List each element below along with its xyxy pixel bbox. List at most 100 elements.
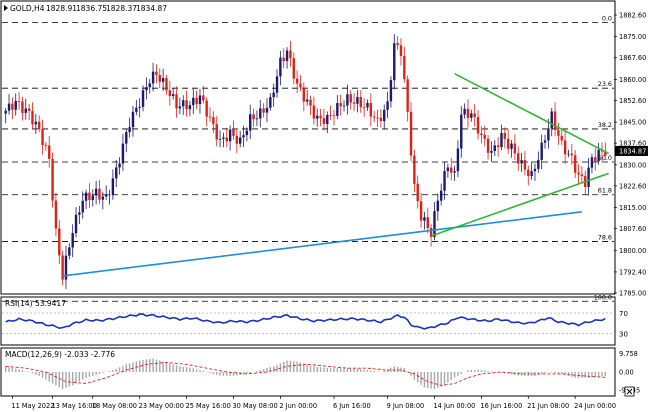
candle-body bbox=[302, 87, 306, 102]
last-price-tag: 1834.87 bbox=[615, 145, 648, 156]
price-tick-label: 1800.00 bbox=[619, 247, 646, 255]
candle-body bbox=[597, 149, 600, 162]
candle-body bbox=[4, 110, 7, 114]
candle-body bbox=[426, 217, 429, 229]
candle-body bbox=[61, 255, 64, 280]
price-tick-label: 1875.00 bbox=[619, 33, 646, 41]
candle-body bbox=[604, 151, 607, 156]
candle-body bbox=[282, 57, 285, 62]
candle-body bbox=[37, 121, 41, 130]
candle-body bbox=[222, 137, 225, 139]
candle-body bbox=[466, 108, 470, 118]
time-tick-label: 6 Jun 16:00 bbox=[333, 402, 371, 410]
candle-body bbox=[453, 171, 456, 173]
candle-body bbox=[356, 97, 359, 104]
time-tick-label: 18 May 08:00 bbox=[92, 402, 137, 410]
fib-level-label: 0.0 bbox=[602, 14, 612, 22]
candle-body bbox=[550, 111, 553, 129]
candle-body bbox=[429, 228, 433, 238]
candle-body bbox=[352, 102, 356, 104]
candle-body bbox=[88, 192, 91, 200]
candle-body bbox=[175, 94, 178, 109]
candle-body bbox=[543, 140, 547, 143]
candle-body bbox=[570, 153, 574, 156]
candle-body bbox=[456, 148, 460, 172]
candle-body bbox=[389, 80, 393, 102]
candle-body bbox=[299, 83, 302, 88]
close-window-icon[interactable] bbox=[624, 386, 635, 397]
candle-body bbox=[242, 135, 245, 138]
candle-body bbox=[195, 97, 198, 105]
candle-body bbox=[369, 102, 373, 117]
candle-body bbox=[7, 103, 11, 111]
candle-body bbox=[202, 95, 205, 101]
candle-body bbox=[443, 171, 446, 191]
candle-body bbox=[533, 168, 537, 172]
candle-body bbox=[510, 143, 513, 149]
candle-body bbox=[416, 183, 419, 202]
candle-body bbox=[208, 116, 212, 118]
candle-body bbox=[590, 157, 594, 168]
candle-body bbox=[322, 118, 326, 125]
candle-body bbox=[312, 105, 316, 119]
macd-panel-frame bbox=[0, 347, 616, 397]
candle-body bbox=[198, 95, 202, 105]
candle-body bbox=[419, 201, 423, 221]
candle-body bbox=[165, 78, 168, 91]
candle-body bbox=[272, 92, 275, 98]
candle-body bbox=[486, 138, 490, 153]
candle-body bbox=[490, 151, 493, 153]
time-tick-label: 9 Jun 08:00 bbox=[387, 402, 425, 410]
candle-body bbox=[255, 118, 259, 120]
time-tick-label: 14 Jun 00:00 bbox=[433, 402, 475, 410]
candle-body bbox=[275, 76, 279, 93]
candle-body bbox=[366, 102, 369, 108]
candle-body bbox=[450, 167, 453, 173]
price-tick-label: 1815.00 bbox=[619, 204, 646, 212]
candle-body bbox=[94, 188, 98, 196]
candle-body bbox=[319, 115, 322, 119]
candle-body bbox=[342, 105, 346, 107]
price-axis: 1882.60 1875.00 1867.60 1860.00 1852.60 1845.… bbox=[614, 12, 646, 298]
green-triangle-upper-line bbox=[454, 72, 610, 155]
candle-body bbox=[31, 111, 34, 125]
macd-signal-line bbox=[5, 361, 606, 386]
macd-histogram bbox=[4, 358, 607, 390]
candle-body bbox=[393, 43, 396, 81]
candle-body bbox=[54, 200, 58, 229]
candle-body bbox=[309, 99, 312, 106]
header-low: 1828.37 bbox=[106, 4, 137, 13]
candle-body bbox=[557, 129, 560, 136]
candle-body bbox=[178, 106, 182, 109]
candle-body bbox=[185, 100, 188, 110]
candle-body bbox=[17, 101, 21, 102]
price-tick-label: 1837.60 bbox=[619, 140, 646, 148]
candle-body bbox=[386, 101, 389, 110]
candle-body bbox=[560, 135, 563, 141]
candle-body bbox=[530, 171, 533, 176]
candle-body bbox=[121, 143, 125, 164]
candle-body bbox=[155, 71, 158, 75]
candle-body bbox=[101, 196, 105, 200]
time-tick-label: 24 Jun 00:00 bbox=[574, 402, 616, 410]
candle-body bbox=[192, 97, 195, 106]
candle-body bbox=[148, 83, 151, 88]
candle-body bbox=[238, 137, 242, 144]
candle-body bbox=[135, 107, 138, 112]
candle-body bbox=[359, 97, 362, 108]
close-window-stroke-b bbox=[626, 388, 633, 395]
candle-body bbox=[44, 145, 48, 146]
time-tick-label: 23 May 00:00 bbox=[139, 402, 184, 410]
candle-body bbox=[540, 142, 543, 160]
last-price-label: 1834.87 bbox=[619, 147, 646, 155]
candle-body bbox=[336, 103, 339, 116]
macd-tick-label: 9.758 bbox=[619, 350, 638, 358]
candle-body bbox=[409, 111, 413, 156]
fib-level-label: 23.6 bbox=[598, 80, 612, 88]
candle-body bbox=[168, 90, 172, 97]
candle-body bbox=[292, 58, 295, 79]
candle-body bbox=[205, 100, 208, 117]
candle-body bbox=[513, 143, 517, 154]
candle-body bbox=[446, 167, 450, 172]
